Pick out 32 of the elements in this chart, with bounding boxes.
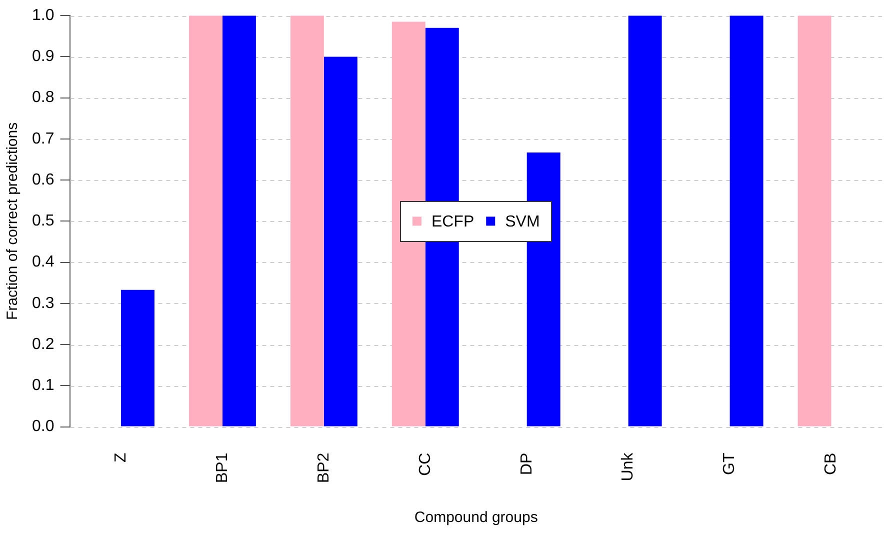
legend-label: ECFP <box>431 214 474 231</box>
y-tick-label: 0.0 <box>32 418 54 436</box>
y-tick-label: 0.7 <box>32 130 54 148</box>
bar <box>290 16 324 426</box>
y-tick-label: 0.3 <box>32 294 54 312</box>
bar <box>392 22 426 426</box>
bar <box>324 56 358 426</box>
x-tick-label: DP <box>518 452 536 475</box>
y-tick-label: 1.0 <box>32 7 54 24</box>
y-tick-label: 0.9 <box>32 48 54 66</box>
y-tick-label: 0.2 <box>32 336 54 353</box>
x-tick-label: BP1 <box>214 452 231 484</box>
bar <box>120 290 154 426</box>
legend-label: SVM <box>505 214 540 231</box>
bar <box>730 16 764 426</box>
x-tick-label: Z <box>112 452 130 463</box>
x-tick-label: Unk <box>620 452 637 482</box>
y-tick-label: 0.8 <box>32 89 54 106</box>
x-tick-label: GT <box>721 452 738 475</box>
bar <box>222 16 256 426</box>
bar <box>628 16 662 426</box>
x-axis-title: Compound groups <box>414 509 538 526</box>
y-tick-label: 0.1 <box>32 377 54 394</box>
x-tick-label: CC <box>416 452 434 476</box>
bar <box>798 16 832 426</box>
x-tick-label: BP2 <box>315 452 332 484</box>
y-tick-label: 0.6 <box>32 171 54 188</box>
y-tick-label: 0.4 <box>32 254 54 271</box>
y-tick-label: 0.5 <box>32 212 54 230</box>
x-tick-label: CB <box>822 452 840 475</box>
y-axis-title: Fraction of correct predictions <box>4 122 22 320</box>
bar <box>188 16 222 426</box>
